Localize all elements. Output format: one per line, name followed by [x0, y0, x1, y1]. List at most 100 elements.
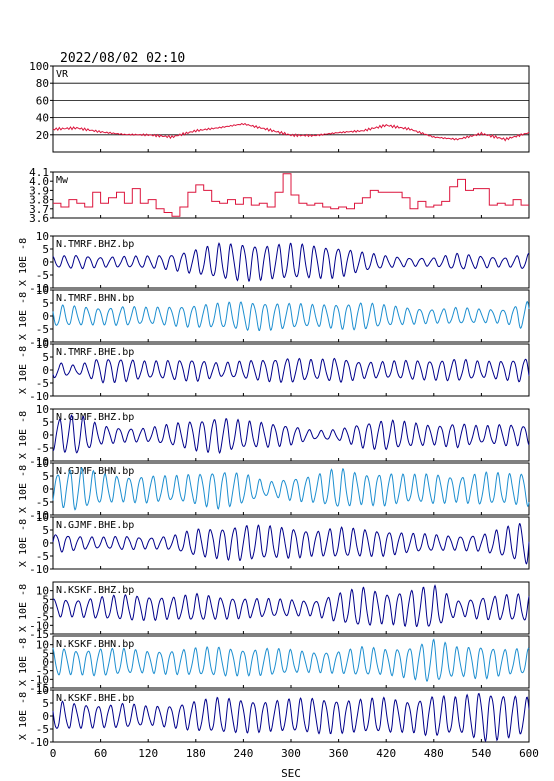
trace-line: [52, 300, 530, 332]
y-tick-label: -5: [36, 442, 49, 455]
y-tick-label: 5: [42, 297, 49, 310]
y-axis-label: X 10E -8: [18, 346, 29, 394]
y-axis-label: X 10E -8: [18, 519, 29, 567]
panel-label: N.TMRF.BHZ.bp: [56, 239, 134, 250]
y-tick-label: 3.9: [29, 184, 49, 197]
y-tick-label: 3.8: [29, 194, 49, 207]
y-tick-label: 3.7: [29, 203, 49, 216]
trace-line: [53, 173, 529, 217]
trace-line: [52, 357, 530, 384]
y-tick-label: -5: [36, 323, 49, 336]
y-tick-label: 3.6: [29, 212, 49, 225]
y-tick-label: -5: [36, 550, 49, 563]
x-tick-label: 540: [471, 747, 491, 760]
y-tick-label: 10: [36, 338, 49, 351]
trace-line: [52, 692, 530, 743]
y-tick-label: 0: [42, 483, 49, 496]
y-tick-label: 0: [42, 656, 49, 669]
x-axis-label: SEC: [281, 767, 301, 780]
y-tick-label: 0: [42, 364, 49, 377]
y-tick-label: 5: [42, 416, 49, 429]
trace-line: [52, 122, 530, 142]
x-axis: 0 60 120 180 240 300 360 420 480 540 600: [50, 747, 539, 760]
y-tick-label: -10: [29, 282, 49, 295]
y-tick-label: 4.0: [29, 175, 49, 188]
y-tick-label: 0: [42, 602, 49, 615]
y-tick-label: 5: [42, 647, 49, 660]
x-tick-label: 600: [519, 747, 539, 760]
y-tick-label: 10: [36, 684, 49, 697]
x-tick-label: 300: [281, 747, 301, 760]
y-tick-label: -5: [36, 269, 49, 282]
y-axis-label: X 10E -8: [18, 584, 29, 632]
trace-line: [52, 466, 530, 511]
y-tick-label: 0: [42, 537, 49, 550]
y-axis-label: X 10E -8: [18, 238, 29, 286]
y-tick-label: -10: [29, 336, 49, 349]
trace-line: [52, 414, 530, 454]
trace-line: [52, 584, 530, 628]
y-tick-label: 4.1: [29, 166, 49, 179]
y-tick-label: -10: [29, 390, 49, 403]
panel-label: N.KSKF.BHZ.bp: [56, 585, 134, 596]
y-tick-label: -5: [36, 665, 49, 678]
y-tick-label: -10: [29, 455, 49, 468]
y-tick-label: 0: [42, 710, 49, 723]
y-tick-label: 10: [36, 230, 49, 243]
y-tick-label: 80: [36, 77, 49, 90]
x-tick-label: 420: [376, 747, 396, 760]
panel-label: N.KSKF.BHE.bp: [56, 693, 134, 704]
panels: 10080604020VR4.14.03.93.83.73.6Mw1050-5-…: [18, 60, 530, 749]
y-tick-label: 10: [36, 585, 49, 598]
y-tick-label: 5: [42, 697, 49, 710]
y-tick-label: 0: [42, 256, 49, 269]
y-tick-label: 5: [42, 243, 49, 256]
y-tick-label: 5: [42, 351, 49, 364]
y-tick-label: 5: [42, 470, 49, 483]
x-tick-label: 0: [50, 747, 57, 760]
y-tick-label: 0: [42, 310, 49, 323]
y-tick-label: -15: [29, 628, 49, 641]
x-tick-label: 240: [233, 747, 253, 760]
y-tick-label: -5: [36, 377, 49, 390]
y-tick-label: -10: [29, 619, 49, 632]
panel-label: N.GJMF.BHN.bp: [56, 466, 134, 477]
y-tick-label: -10: [29, 509, 49, 522]
y-tick-label: 10: [36, 284, 49, 297]
y-tick-label: -10: [29, 673, 49, 686]
trace-line: [52, 523, 530, 565]
y-tick-label: 20: [36, 129, 49, 142]
panel-label: N.GJMF.BHZ.bp: [56, 412, 134, 423]
panel-2: 4.14.03.93.83.73.6 Mw: [29, 166, 530, 225]
y-axis-label: X 10E -8: [18, 465, 29, 513]
panel-label: N.KSKF.BHN.bp: [56, 639, 134, 650]
panel-1: 100 80 60 40 20 VR: [29, 60, 530, 153]
x-tick-label: 60: [94, 747, 107, 760]
x-tick-label: 480: [424, 747, 444, 760]
y-axis-label: X 10E -8: [18, 638, 29, 686]
y-axis-label: X 10E -8: [18, 292, 29, 340]
y-tick-label: -5: [36, 611, 49, 624]
y-tick-label: 10: [36, 457, 49, 470]
y-tick-label: 10: [36, 403, 49, 416]
trace-line: [52, 638, 530, 682]
x-tick-label: 180: [186, 747, 206, 760]
y-tick-label: 5: [42, 524, 49, 537]
y-axis-label: X 10E -8: [18, 411, 29, 459]
trace-line: [52, 242, 530, 282]
panel-frame: [52, 65, 530, 153]
x-tick-label: 360: [329, 747, 349, 760]
panel-label: N.GJMF.BHE.bp: [56, 520, 134, 531]
panel-label: N.TMRF.BHN.bp: [56, 293, 134, 304]
figure-header: 2022/08/02 02:10: [60, 51, 185, 66]
